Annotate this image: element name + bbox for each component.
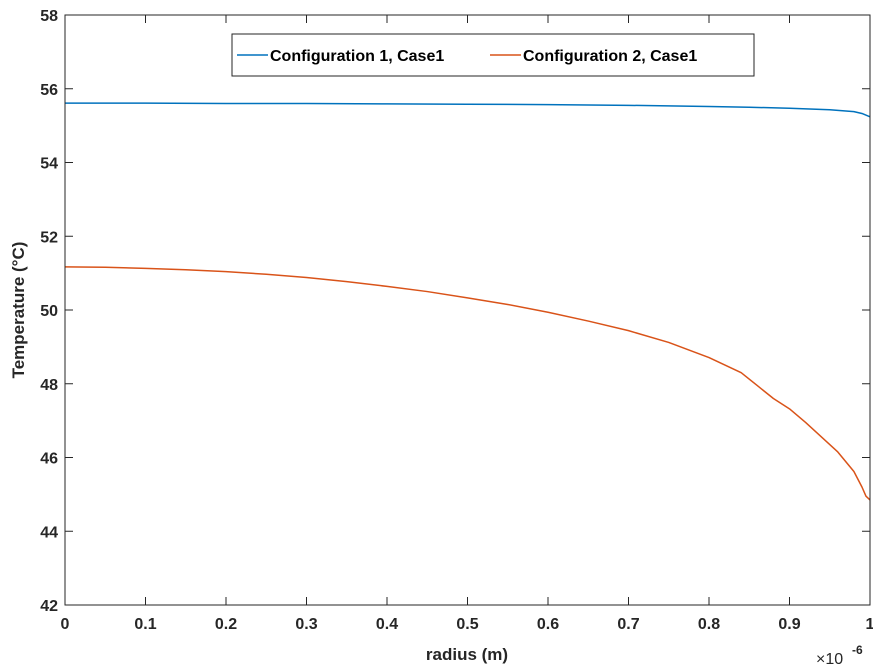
y-tick-label: 56 [40,82,58,99]
x-multiplier-exponent: -6 [852,643,863,657]
y-tick-label: 44 [40,524,58,541]
series-line-2 [64,266,871,501]
y-tick-label: 48 [40,377,58,394]
y-tick-label: 50 [40,303,58,320]
x-tick-label: 0.3 [295,616,317,633]
y-axis: 42 44 46 48 50 52 54 56 58 [40,8,870,615]
x-axis: 0 0.1 0.2 0.3 0.4 0.5 0.6 0.7 0.8 0.9 1 [61,15,873,633]
legend-label-series-2: Configuration 2, Case1 [523,48,697,65]
legend: Configuration 1, Case1 Configuration 2, … [231,33,755,77]
series-line-1 [65,102,871,118]
x-multiplier-base: ×10 [816,651,843,666]
y-tick-label: 42 [40,598,58,615]
x-tick-label: 0 [61,616,70,633]
x-tick-label: 0.5 [456,616,478,633]
y-tick-label: 46 [40,451,58,468]
x-tick-label: 0.9 [778,616,800,633]
x-tick-label: 0.2 [215,616,237,633]
x-tick-label: 0.4 [376,616,398,633]
x-tick-label: 1 [866,616,873,633]
y-axis-label: Temperature (°C) [9,242,28,379]
legend-label-series-1: Configuration 1, Case1 [270,48,444,65]
x-tick-label: 0.7 [617,616,639,633]
x-axis-label: radius (m) [426,645,508,664]
x-tick-label: 0.8 [698,616,720,633]
y-tick-label: 54 [40,156,58,173]
y-tick-label: 52 [40,229,58,246]
x-tick-label: 0.1 [134,616,156,633]
x-axis-multiplier: ×10 -6 [816,643,863,666]
x-tick-label: 0.6 [537,616,559,633]
series-layer [64,102,871,501]
plot-area [65,15,870,605]
y-tick-label: 58 [40,8,58,25]
plot-frame [64,14,871,606]
